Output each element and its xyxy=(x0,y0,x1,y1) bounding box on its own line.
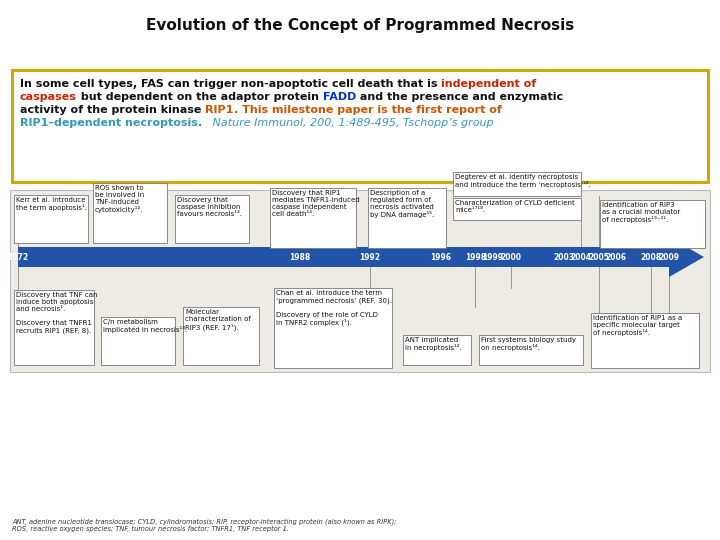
Text: ANT, adenine nucleotide translocase; CYLD, cylindromatosis; RIP, receptor-intera: ANT, adenine nucleotide translocase; CYL… xyxy=(12,518,397,532)
Text: First systems biology study
on necroptosis¹⁴.: First systems biology study on necroptos… xyxy=(481,337,576,351)
FancyBboxPatch shape xyxy=(453,198,581,220)
Text: Degterev et al. identify necroptosis
and introduce the term ‘necroptosis’¹⁶.: Degterev et al. identify necroptosis and… xyxy=(455,174,591,188)
FancyBboxPatch shape xyxy=(10,190,710,372)
FancyBboxPatch shape xyxy=(183,307,259,365)
FancyBboxPatch shape xyxy=(101,317,175,365)
Text: ROS shown to
be involved in
TNF-induced
cytotoxicity¹².: ROS shown to be involved in TNF-induced … xyxy=(95,185,144,213)
Text: activity of the protein kinase: activity of the protein kinase xyxy=(20,105,205,115)
Text: FADD: FADD xyxy=(323,92,356,102)
FancyBboxPatch shape xyxy=(453,172,581,196)
Text: and the presence and enzymatic: and the presence and enzymatic xyxy=(356,92,563,102)
FancyBboxPatch shape xyxy=(591,313,699,368)
Text: 1972: 1972 xyxy=(7,253,29,261)
FancyBboxPatch shape xyxy=(403,335,471,365)
FancyBboxPatch shape xyxy=(93,183,167,243)
Text: 1998: 1998 xyxy=(465,253,486,261)
Text: independent of: independent of xyxy=(441,79,536,89)
Text: Characterization of CYLD deficient
mice¹⁷¹⁸.: Characterization of CYLD deficient mice¹… xyxy=(455,200,575,213)
Text: Discovery that
caspase inhibition
favours necrosis¹³.: Discovery that caspase inhibition favour… xyxy=(177,197,242,217)
FancyBboxPatch shape xyxy=(175,195,249,243)
Text: 1996: 1996 xyxy=(430,253,451,261)
Text: Molecular
characterization of
RIP3 (REF. 17¹).: Molecular characterization of RIP3 (REF.… xyxy=(185,309,251,330)
Text: C/n metabolism
implicated in necrosis¹³.: C/n metabolism implicated in necrosis¹³. xyxy=(103,319,187,333)
Text: Description of a
regulated form of
necrosis activated
by DNA damage¹⁵.: Description of a regulated form of necro… xyxy=(370,190,434,218)
Text: 1988: 1988 xyxy=(289,253,310,261)
Text: RIP1: RIP1 xyxy=(205,105,233,115)
Text: Chan et al. introduce the term
‘programmed necrosis’ (REF. 30).

Discovery of th: Chan et al. introduce the term ‘programm… xyxy=(276,290,392,326)
FancyBboxPatch shape xyxy=(14,195,88,243)
FancyBboxPatch shape xyxy=(600,200,705,248)
Text: 2009: 2009 xyxy=(659,253,680,261)
FancyBboxPatch shape xyxy=(274,288,392,368)
Text: 1992: 1992 xyxy=(359,253,380,261)
FancyBboxPatch shape xyxy=(368,188,446,248)
Text: ANT implicated
in necroptosis¹².: ANT implicated in necroptosis¹². xyxy=(405,337,462,351)
Text: In some cell types, FAS can trigger non-apoptotic cell death that is: In some cell types, FAS can trigger non-… xyxy=(20,79,441,89)
Text: Discovery that TNF can
induce both apoptosis
and necrosis¹.

Discovery that TNFR: Discovery that TNF can induce both apopt… xyxy=(16,292,97,334)
Polygon shape xyxy=(18,237,704,277)
Text: . This milestone paper is the first report of: . This milestone paper is the first repo… xyxy=(233,105,502,115)
Text: 2005: 2005 xyxy=(588,253,609,261)
FancyBboxPatch shape xyxy=(14,290,94,365)
Text: 2004: 2004 xyxy=(570,253,592,261)
FancyBboxPatch shape xyxy=(479,335,583,365)
Text: 2000: 2000 xyxy=(500,253,521,261)
Text: Identification of RIP3
as a crucial modulator
of necroptosis¹⁹⁻²¹.: Identification of RIP3 as a crucial modu… xyxy=(602,202,680,223)
Text: RIP1–dependent necroptosis.: RIP1–dependent necroptosis. xyxy=(20,118,202,128)
FancyBboxPatch shape xyxy=(270,188,356,248)
Text: Kerr et al. introduce
the term apoptosis¹.: Kerr et al. introduce the term apoptosis… xyxy=(16,197,87,211)
Text: caspases: caspases xyxy=(20,92,77,102)
Text: 1999: 1999 xyxy=(482,253,503,261)
Text: but dependent on the adaptor protein: but dependent on the adaptor protein xyxy=(77,92,323,102)
Text: Nature Immunol, 200, 1:489-495, Tschopp’s group: Nature Immunol, 200, 1:489-495, Tschopp’… xyxy=(202,118,494,128)
Text: 2003: 2003 xyxy=(553,253,574,261)
Text: Evolution of the Concept of Programmed Necrosis: Evolution of the Concept of Programmed N… xyxy=(146,18,574,33)
Text: Identification of RIP1 as a
specific molecular target
of necroptosis¹⁴.: Identification of RIP1 as a specific mol… xyxy=(593,315,683,336)
Text: 2008: 2008 xyxy=(641,253,662,261)
Text: Discovery that RIP1
mediates TNFR1-induced
caspase independent
cell death¹⁴.: Discovery that RIP1 mediates TNFR1-induc… xyxy=(272,190,359,217)
FancyBboxPatch shape xyxy=(12,70,708,182)
Text: 2006: 2006 xyxy=(606,253,626,261)
